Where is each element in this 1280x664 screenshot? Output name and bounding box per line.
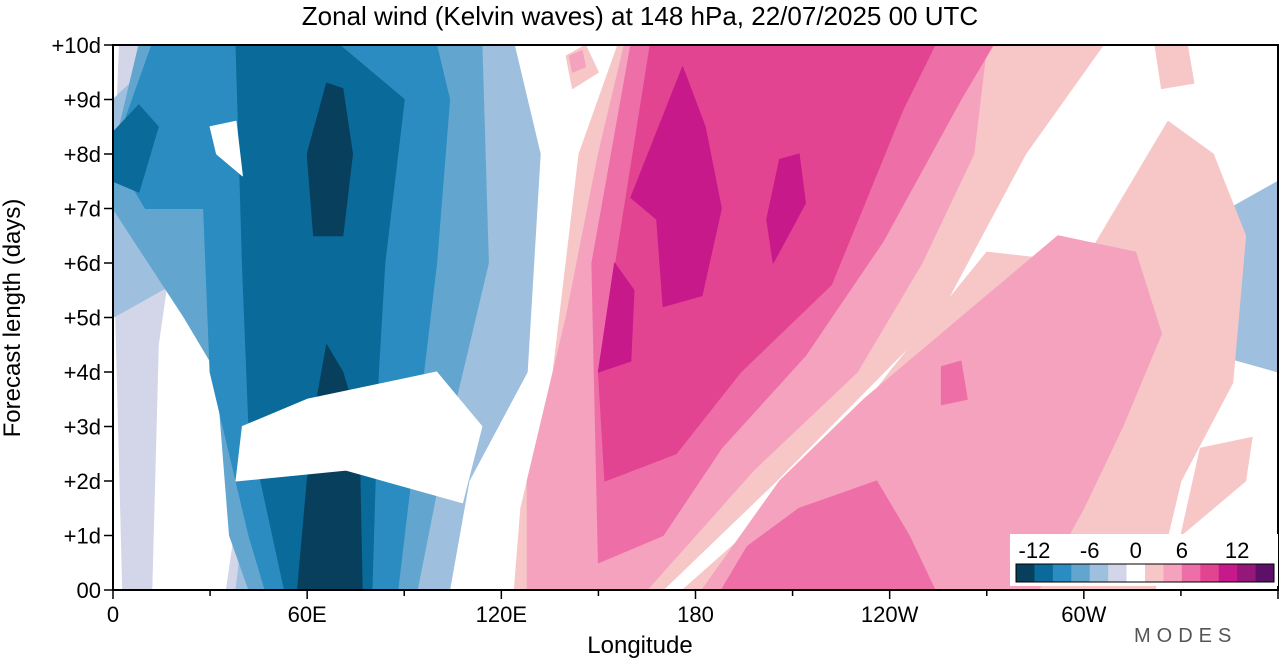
- chart-title: Zonal wind (Kelvin waves) at 148 hPa, 22…: [301, 1, 979, 31]
- colorbar-swatch: [1052, 564, 1072, 582]
- x-tick-label: 60E: [288, 602, 327, 627]
- x-tick-label: 0: [107, 602, 119, 627]
- contour-band-25: [209, 120, 243, 177]
- x-axis-label: Longitude: [587, 632, 693, 659]
- colorbar-frame: [1015, 563, 1275, 583]
- contour-band-17: [597, 262, 635, 373]
- contour-band-8: [306, 82, 353, 237]
- colorbar-label: 0: [1130, 538, 1142, 563]
- colorbar-swatch: [1089, 564, 1109, 582]
- y-tick-label: +10d: [51, 33, 101, 58]
- x-ticks: 0 60E 120E 180 120W 60W: [107, 590, 1279, 627]
- y-tick-label: +6d: [64, 251, 101, 276]
- x-tick-label: 180: [677, 602, 714, 627]
- y-ticks: 00 +1d +2d +3d +4d +5d +6d +7d +8d +9d +10d: [51, 33, 113, 603]
- colorbar-swatch: [1255, 564, 1275, 582]
- y-tick-label: +7d: [64, 197, 101, 222]
- colorbar-swatch: [1181, 564, 1201, 582]
- colorbar-swatch: [1237, 564, 1257, 582]
- contour-band-21: [568, 50, 586, 73]
- colorbar-swatch: [1016, 564, 1035, 582]
- brand-logo: MODES: [1134, 625, 1238, 647]
- colorbar-label: 6: [1176, 538, 1188, 563]
- y-tick-label: +4d: [64, 360, 101, 385]
- colorbar-swatch: [1145, 564, 1164, 582]
- colorbar-swatch: [1126, 564, 1146, 582]
- contour-band-18: [630, 66, 722, 308]
- contour-band-22: [940, 360, 968, 406]
- colorbar-swatch: [1200, 564, 1220, 582]
- contour-band-26: [235, 371, 483, 504]
- contour-band-24: [1154, 45, 1195, 90]
- colorbar-swatch: [1034, 564, 1054, 582]
- colorbar-swatch: [1163, 564, 1183, 582]
- colorbar-label: -6: [1080, 538, 1100, 563]
- colorbar-swatch: [1108, 564, 1128, 582]
- y-tick-label: +1d: [64, 524, 101, 549]
- x-tick-label: 120E: [476, 602, 527, 627]
- contour-band-23: [1180, 436, 1253, 536]
- y-tick-label: +9d: [64, 88, 101, 113]
- x-tick-label: 120W: [861, 602, 919, 627]
- x-tick-label: 60W: [1061, 602, 1106, 627]
- y-tick-label: 00: [77, 578, 101, 603]
- contour-band-9: [113, 104, 159, 193]
- contour-band-19: [766, 153, 806, 264]
- colorbar-swatch: [1218, 564, 1238, 582]
- contour-band-15: [720, 480, 936, 590]
- y-tick-label: +5d: [64, 306, 101, 331]
- y-tick-label: +2d: [64, 469, 101, 494]
- colorbar-legend: -12 -6 0 6 12: [1010, 534, 1278, 586]
- colorbar-label: -12: [1019, 538, 1051, 563]
- y-tick-label: +8d: [64, 142, 101, 167]
- colorbar-label: 12: [1225, 538, 1249, 563]
- colorbar-swatch: [1071, 564, 1091, 582]
- y-tick-label: +3d: [64, 415, 101, 440]
- contour-bands: [113, 45, 1278, 590]
